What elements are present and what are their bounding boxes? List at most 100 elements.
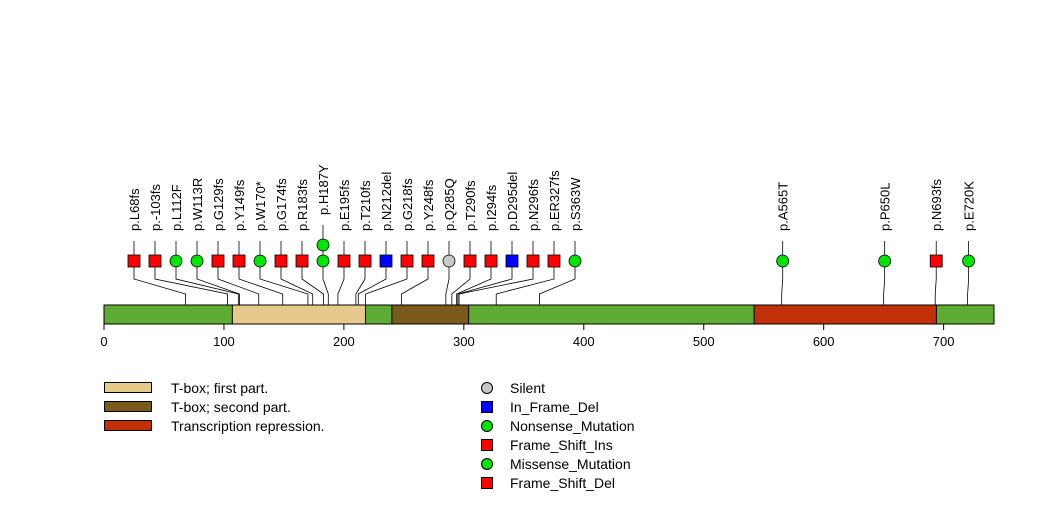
connector-line [883, 261, 886, 305]
mutation-label: p.G174fs [274, 178, 289, 231]
connector-line [355, 261, 366, 305]
mutation-label: p.N296fs [526, 178, 541, 231]
mutation-marker[interactable] [358, 254, 372, 268]
mutation-marker[interactable] [463, 254, 477, 268]
mutation-marker[interactable] [127, 254, 141, 268]
x-tick-label: 0 [100, 334, 107, 349]
connector-line [458, 261, 534, 305]
connector-line [934, 261, 937, 305]
mutation-label: p.A565T [776, 182, 791, 231]
mutation-marker[interactable] [274, 254, 288, 268]
connector-line [154, 261, 228, 305]
connector-line [196, 261, 240, 305]
connector-line [301, 261, 324, 305]
mutation-label: p.E195fs [337, 179, 352, 231]
connector-line [456, 261, 492, 305]
x-tick-label: 400 [573, 334, 595, 349]
connector-line [451, 261, 471, 305]
mutation-label: p.N693fs [929, 178, 944, 231]
mutation-marker[interactable] [295, 254, 309, 268]
mutation-marker[interactable] [547, 254, 561, 268]
connector-line [539, 261, 576, 305]
legend-label: Missense_Mutation [510, 456, 631, 472]
legend-label: T-box; first part. [171, 380, 269, 396]
mutation-marker[interactable] [929, 254, 943, 268]
connector-line [322, 261, 329, 305]
legend-label: Silent [510, 380, 546, 396]
connector-line [259, 261, 309, 305]
mutation-label: p.N212del [379, 172, 394, 231]
mutation-label: p.G129fs [211, 178, 226, 231]
connector-line [175, 261, 239, 305]
connector-line [238, 261, 284, 305]
mutation-marker[interactable] [190, 254, 204, 268]
square-icon [481, 439, 493, 451]
mutation-label: p.H187Y [316, 164, 331, 215]
legend-swatch [104, 401, 152, 412]
x-tick-label: 300 [453, 334, 475, 349]
mutation-label: p.L68fs [127, 188, 142, 231]
connector-line [357, 261, 387, 305]
connector-line [133, 261, 186, 305]
mutation-marker[interactable] [400, 254, 414, 268]
mutation-marker[interactable] [316, 238, 330, 252]
domain-t-box-second-part [391, 304, 470, 325]
mutation-marker[interactable] [316, 254, 330, 268]
mutation-marker[interactable] [962, 254, 976, 268]
mutation-marker[interactable] [505, 254, 519, 268]
connector-line [445, 261, 450, 305]
mutation-label: p.Y149fs [232, 179, 247, 231]
connector-line [781, 261, 784, 305]
mutation-label: p.D295del [505, 172, 520, 231]
x-tick-label: 100 [213, 334, 235, 349]
mutation-label: p.Y248fs [421, 179, 436, 231]
square-icon [481, 401, 493, 413]
mutation-marker[interactable] [442, 254, 456, 268]
legend-label: Nonsense_Mutation [510, 418, 635, 434]
mutation-marker[interactable] [169, 254, 183, 268]
mutation-marker[interactable] [253, 254, 267, 268]
domain-transcription-repression [753, 304, 937, 325]
legend-label: T-box; second part. [171, 399, 291, 415]
square-icon [481, 477, 493, 489]
protein-backbone-group [103, 304, 995, 325]
domain-t-box-first-part [231, 304, 366, 325]
connector-line [337, 261, 345, 305]
connector-lines [133, 261, 970, 305]
mutation-marker[interactable] [232, 254, 246, 268]
legend-label: Transcription repression. [171, 418, 325, 434]
x-tick-label: 200 [333, 334, 355, 349]
mutation-marker[interactable] [568, 254, 582, 268]
mutation-label: p.Q285Q [442, 178, 457, 231]
mutation-marker[interactable] [211, 254, 225, 268]
mutation-label: p.E720K [962, 181, 977, 231]
mutation-marker[interactable] [421, 254, 435, 268]
connector-line [365, 261, 408, 305]
mutation-marker[interactable] [484, 254, 498, 268]
mutation-marker[interactable] [878, 254, 892, 268]
x-tick-label: 700 [933, 334, 955, 349]
mutation-label: p.ER327fs [547, 170, 562, 231]
connector-line [401, 261, 429, 305]
legend-label: In_Frame_Del [510, 399, 599, 415]
mutation-marker[interactable] [526, 254, 540, 268]
mutation-marker[interactable] [379, 254, 393, 268]
mutation-label: p.P650L [878, 183, 893, 231]
mutation-marker[interactable] [148, 254, 162, 268]
legend-swatch [104, 382, 152, 393]
mutation-marker[interactable] [337, 254, 351, 268]
circle-icon [481, 420, 493, 432]
mutation-marker[interactable] [776, 254, 790, 268]
x-tick-label: 500 [693, 334, 715, 349]
legend-swatch [104, 420, 152, 431]
mutation-label: p.-103fs [148, 184, 163, 231]
circle-icon [481, 382, 493, 394]
mutation-label: p.R183fs [295, 178, 310, 231]
x-axis: 0 100 200 300 400 500 600 700 [100, 324, 954, 349]
mutation-label: p.W170* [253, 181, 268, 231]
mutation-label: p.S363W [568, 177, 583, 231]
legend-label: Frame_Shift_Del [510, 475, 616, 491]
mutation-labels: p.L68fs p.-103fs p.L112F p.W113R p.G129fs p.Y… [127, 164, 977, 231]
mutation-label: p.T210fs [358, 180, 373, 231]
